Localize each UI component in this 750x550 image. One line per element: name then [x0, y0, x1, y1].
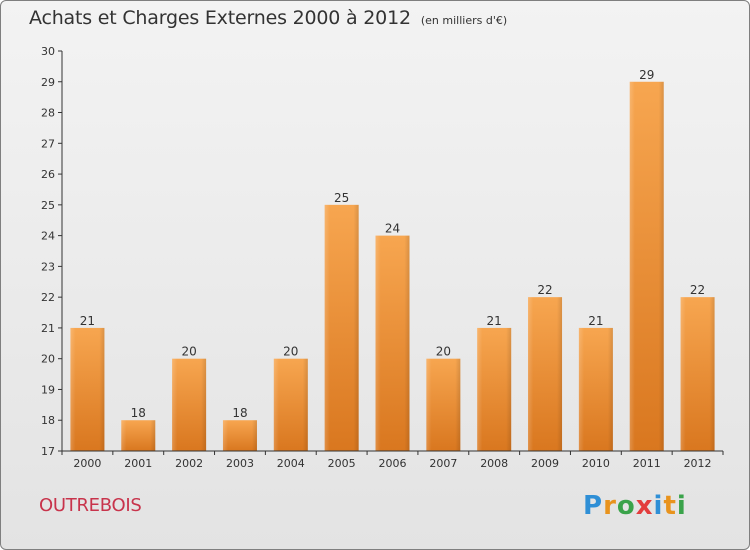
y-tick-label: 19	[41, 383, 55, 396]
axis-layer: 17 18 19 20 21 22 23 24 25 26 27 28 29 30 2000 2001 2002…	[41, 45, 724, 470]
bar-shade	[273, 358, 308, 451]
x-tick-label: 2011	[633, 457, 661, 470]
x-tick-label: 2004	[277, 457, 305, 470]
bar-shade	[528, 297, 563, 451]
data-label: 29	[639, 68, 654, 82]
y-tick-label: 27	[41, 137, 55, 150]
bars-layer: 21 18 20 18 20 25 24 20 21 22 21 29 22	[70, 68, 715, 452]
y-tick-label: 25	[41, 199, 55, 212]
chart-title-block: Achats et Charges Externes 2000 à 2012 (e…	[29, 7, 507, 29]
bar-shade	[629, 81, 664, 452]
x-tick-label: 2001	[124, 457, 152, 470]
y-tick-label: 23	[41, 260, 55, 273]
bar-shade	[426, 358, 461, 451]
y-tick-label: 28	[41, 107, 55, 120]
data-label: 18	[232, 406, 247, 420]
x-tick-label: 2006	[379, 457, 407, 470]
bar-shade	[680, 297, 715, 451]
commune-name: OUTREBOIS	[39, 495, 142, 516]
x-tick-label: 2005	[328, 457, 356, 470]
y-tick-label: 30	[41, 45, 55, 58]
proxiti-logo: Proxiti	[583, 491, 687, 521]
data-label: 18	[131, 406, 146, 420]
bar-shade	[70, 327, 105, 451]
data-label: 21	[80, 314, 95, 328]
y-tick-label: 18	[41, 414, 55, 427]
y-tick-label: 29	[41, 76, 55, 89]
bar-shade	[324, 204, 359, 451]
y-tick-label: 21	[41, 322, 55, 335]
data-label: 21	[487, 314, 502, 328]
chart-unit: (en milliers d'€)	[420, 14, 508, 27]
data-label: 22	[690, 283, 705, 297]
data-label: 21	[588, 314, 603, 328]
bar-shade	[222, 420, 257, 451]
x-tick-label: 2012	[684, 457, 712, 470]
data-label: 25	[334, 191, 349, 205]
bar-shade	[578, 327, 613, 451]
x-tick-label: 2007	[429, 457, 457, 470]
bar-shade	[121, 420, 156, 451]
x-tick-label: 2008	[480, 457, 508, 470]
bar-shade	[375, 235, 410, 451]
x-tick-label: 2000	[73, 457, 101, 470]
chart-title: Achats et Charges Externes 2000 à 2012	[29, 7, 411, 29]
bar-shade	[172, 358, 207, 451]
y-tick-label: 26	[41, 168, 55, 181]
x-tick-label: 2009	[531, 457, 559, 470]
data-label: 20	[283, 345, 298, 359]
bar-shade	[477, 327, 512, 451]
x-tick-label: 2003	[226, 457, 254, 470]
data-label: 20	[436, 345, 451, 359]
y-tick-label: 20	[41, 353, 55, 366]
data-label: 20	[181, 345, 196, 359]
data-label: 24	[385, 222, 400, 236]
data-label: 22	[537, 283, 552, 297]
y-tick-label: 24	[41, 230, 55, 243]
y-tick-label: 17	[41, 445, 55, 458]
x-tick-label: 2002	[175, 457, 203, 470]
y-tick-label: 22	[41, 291, 55, 304]
x-tick-label: 2010	[582, 457, 610, 470]
